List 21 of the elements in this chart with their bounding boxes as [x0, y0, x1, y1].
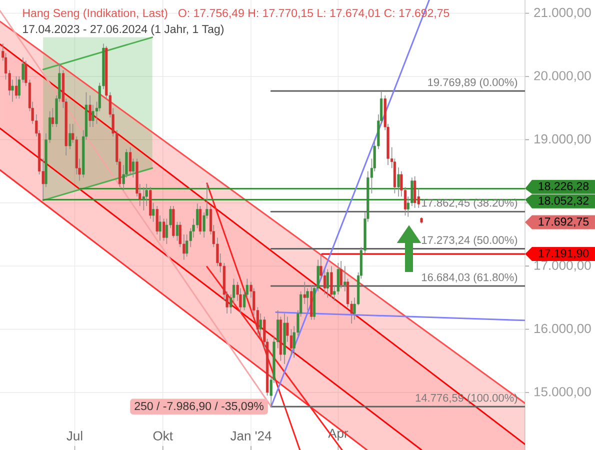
y-tick-label: 17.000,00 [534, 260, 591, 272]
series-label: 17.191,90 [538, 249, 589, 259]
y-tick-label: 15.000,00 [534, 387, 591, 398]
text: Hang Seng (Indikation, Last) [23, 8, 168, 20]
text: 17.04.2023 - 27.06.2024 (1 Jahr, 1 Tag) [23, 24, 224, 36]
text: 17.692,75 [538, 218, 589, 228]
y-tick-label: 16.000,00 [534, 324, 591, 335]
annotation: 250 / -7.986,90 / -35,09% [134, 402, 264, 412]
annotation: 17.273,24 (50.00%) [422, 236, 518, 246]
annotation: 17.862,45 (38.20%) [422, 198, 518, 209]
y-tick-label: 19.000,00 [534, 134, 591, 146]
y-tick-label: 20.000,00 [534, 71, 591, 82]
annotation: 16.684,03 (61.80%) [422, 273, 518, 284]
series-label: 18.226,28 [538, 182, 589, 192]
y-tick-label: 21.000,00 [534, 8, 591, 19]
annotation: 19.769,89 (0.00%) [428, 78, 518, 88]
series-label: 18.052,32 [538, 196, 588, 206]
x-tick-label: Jul [66, 430, 82, 440]
x-tick-label: Okt [153, 430, 173, 440]
annotation: 14.776,59 (100.00%) [416, 394, 518, 404]
x-tick-label: Jan '24 [230, 431, 272, 440]
